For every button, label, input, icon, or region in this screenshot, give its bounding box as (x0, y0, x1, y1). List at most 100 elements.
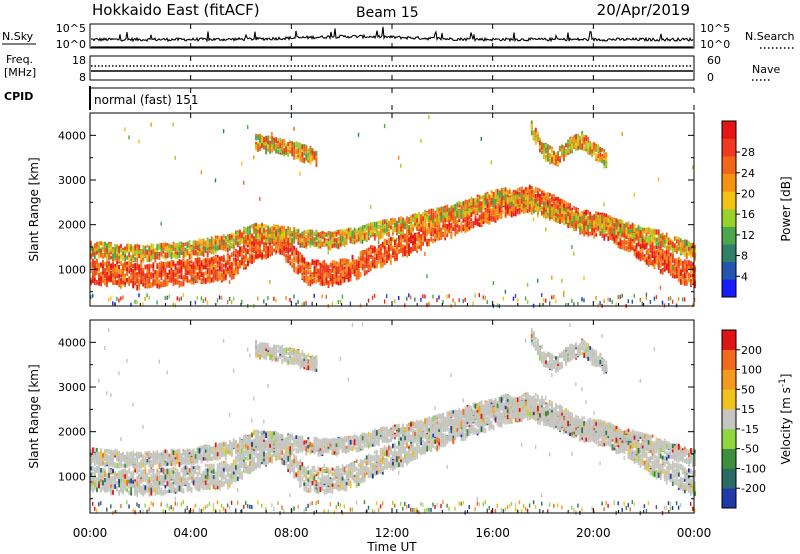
echo-cell (180, 246, 183, 252)
echo-speckle (313, 293, 315, 298)
echo-cell (263, 254, 265, 258)
echo-cell (176, 277, 179, 281)
echo-cell (341, 278, 344, 284)
echo-cell (106, 275, 108, 279)
echo-cell (498, 201, 501, 205)
echo-cell (440, 206, 443, 212)
echo-cell (315, 158, 318, 164)
echo-cell (251, 240, 253, 245)
echo-cell (311, 236, 314, 240)
echo-cell (188, 260, 191, 267)
echo-speckle (543, 298, 545, 303)
echo-cell (490, 215, 493, 221)
echo-cell (303, 271, 306, 275)
echo-cell (255, 228, 257, 233)
echo-cell (506, 209, 509, 214)
echo-cell (516, 195, 519, 199)
echo-cell (188, 264, 191, 270)
echo-cell (224, 271, 227, 278)
echo-cell (106, 250, 108, 255)
echo-cell (315, 266, 318, 272)
echo-cell (94, 243, 96, 249)
echo-cell (162, 266, 165, 272)
echo-cell (132, 278, 135, 283)
echo-cell (194, 258, 197, 262)
echo-cell (359, 261, 362, 266)
cpid-label: CPID (4, 90, 33, 103)
echo-cell (383, 238, 386, 242)
echo-cell (253, 236, 255, 242)
echo-cell (404, 222, 406, 228)
echo-cell (541, 142, 543, 148)
echo-cell (271, 238, 273, 245)
echo-cell (524, 200, 527, 205)
echo-cell (180, 259, 183, 266)
echo-cell (321, 264, 324, 268)
echo-cell (277, 231, 279, 235)
echo-cell (273, 137, 275, 142)
echo-cell (172, 245, 175, 251)
echo-cell (293, 230, 296, 236)
echo-cell (430, 227, 433, 233)
echo-cell (317, 277, 320, 282)
echo-speckle (359, 226, 362, 231)
echo-cell (317, 275, 320, 279)
echo-cell (454, 231, 457, 237)
echo-cell (325, 233, 328, 237)
echo-cell (424, 222, 426, 227)
echo-cell (426, 227, 428, 234)
echo-cell (239, 260, 241, 265)
echo-cell (309, 276, 312, 281)
echo-cell (265, 243, 267, 249)
echo-cell (200, 263, 203, 269)
echo-cell (184, 269, 187, 276)
echo-speckle (337, 300, 339, 304)
echo-cell (337, 280, 340, 286)
echo-cell (142, 271, 145, 278)
echo-cell (128, 278, 131, 285)
echo-cell (309, 280, 312, 287)
echo-cell (128, 256, 131, 262)
echo-cell (162, 250, 165, 254)
echo-cell (537, 136, 539, 142)
echo-cell (369, 261, 372, 266)
echo-cell (514, 210, 517, 217)
echo-cell (194, 249, 197, 256)
echo-cell (261, 235, 263, 241)
echo-cell (287, 237, 290, 244)
echo-cell (245, 239, 247, 244)
echo-cell (112, 248, 114, 255)
echo-cell (277, 146, 279, 150)
echo-cell (245, 234, 247, 240)
echo-cell (259, 249, 261, 255)
echo-cell (379, 220, 382, 226)
echo-cell (470, 213, 473, 217)
echo-cell (309, 232, 312, 237)
echo-cell (178, 259, 181, 266)
echo-cell (275, 231, 277, 236)
echo-cell (235, 264, 237, 271)
echo-speckle (174, 303, 176, 308)
echo-cell (436, 207, 439, 212)
echo-cell (263, 235, 265, 240)
echo-cell (158, 272, 161, 278)
echo-cell (287, 142, 290, 146)
echo-cell (150, 282, 153, 288)
echo-cell (315, 234, 318, 241)
echo-cell (396, 220, 398, 224)
echo-cell (112, 276, 114, 282)
echo-cell (249, 246, 251, 253)
echo-cell (297, 232, 300, 237)
echo-cell (261, 232, 263, 238)
echo-cell (255, 225, 257, 231)
echo-cell (160, 265, 163, 269)
echo-cell (418, 219, 420, 223)
echo-cell (188, 269, 191, 274)
echo-cell (339, 242, 342, 247)
echo-cell (530, 123, 533, 129)
echo-cell (303, 236, 306, 243)
echo-cell (214, 275, 217, 281)
echo-cell (315, 279, 318, 284)
echo-cell (100, 262, 102, 267)
echo-cell (214, 247, 217, 251)
